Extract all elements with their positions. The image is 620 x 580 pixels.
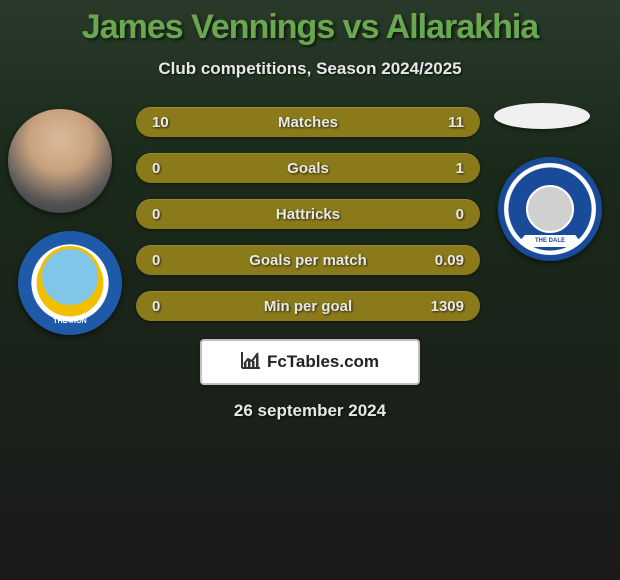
stat-label: Min per goal: [264, 298, 352, 315]
club-left-crest-inner: [39, 246, 101, 308]
stat-label: Goals per match: [249, 252, 367, 269]
stat-right-value: 11: [448, 114, 464, 131]
page-subtitle: Club competitions, Season 2024/2025: [0, 59, 620, 79]
stat-label: Hattricks: [276, 206, 340, 223]
stat-bar-goals: 0 Goals 1: [136, 153, 480, 183]
stat-right-value: 0.09: [435, 252, 464, 269]
stat-bar-min-per-goal: 0 Min per goal 1309: [136, 291, 480, 321]
stat-left-value: 10: [152, 114, 169, 131]
stat-label: Matches: [278, 114, 338, 131]
stat-left-value: 0: [152, 252, 160, 269]
page-container: James Vennings vs Allarakhia Club compet…: [0, 0, 620, 580]
stat-right-value: 0: [456, 206, 464, 223]
stat-label: Goals: [287, 160, 329, 177]
club-right-crest: THE DALE: [498, 157, 602, 261]
stat-bar-hattricks: 0 Hattricks 0: [136, 199, 480, 229]
stat-right-value: 1309: [431, 298, 464, 315]
stat-bar-goals-per-match: 0 Goals per match 0.09: [136, 245, 480, 275]
player-left-avatar: [8, 109, 112, 213]
player-right-avatar: [494, 103, 590, 129]
club-left-crest-text: THE IRON: [53, 318, 86, 325]
club-right-crest-banner: THE DALE: [520, 235, 580, 247]
club-left-crest: THE IRON: [18, 231, 122, 335]
date-text: 26 september 2024: [0, 401, 620, 421]
page-title: James Vennings vs Allarakhia: [0, 0, 620, 47]
stat-right-value: 1: [456, 160, 464, 177]
chart-icon: [241, 351, 261, 374]
branding-text: FcTables.com: [267, 352, 379, 372]
branding-box: FcTables.com: [200, 339, 420, 385]
stat-bars: 10 Matches 11 0 Goals 1 0 Hattricks 0 0 …: [136, 107, 480, 321]
comparison-grid: THE IRON THE DALE 10 Matches 11 0 Goals …: [0, 107, 620, 321]
stat-left-value: 0: [152, 160, 160, 177]
stat-left-value: 0: [152, 206, 160, 223]
stat-bar-matches: 10 Matches 11: [136, 107, 480, 137]
club-right-crest-inner: [526, 185, 574, 233]
stat-left-value: 0: [152, 298, 160, 315]
